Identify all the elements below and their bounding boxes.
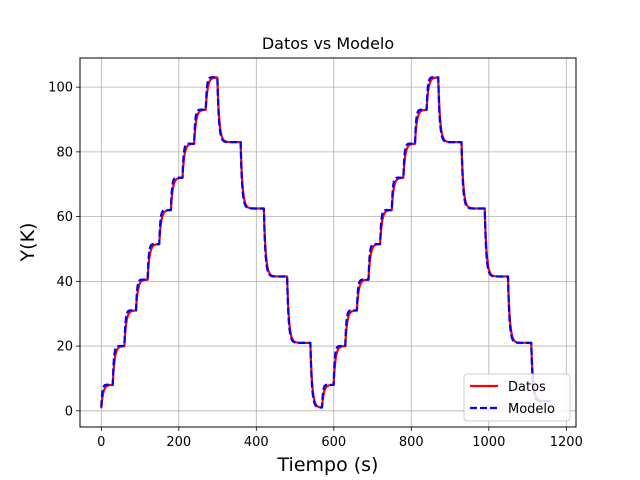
- series-line-modelo: [100, 76, 552, 409]
- legend-label-datos: Datos: [508, 380, 546, 395]
- x-tick-label: 1000: [472, 435, 505, 450]
- y-tick-label: 100: [48, 81, 73, 96]
- y-axis-label: Y(K): [17, 223, 39, 263]
- x-axis-label: Tiempo (s): [277, 454, 379, 476]
- y-tick-label: 20: [56, 340, 73, 355]
- chart-title: Datos vs Modelo: [262, 34, 394, 53]
- y-tick-label: 0: [65, 404, 73, 419]
- x-tick-label: 1200: [550, 435, 583, 450]
- y-tick-label: 80: [56, 145, 73, 160]
- grid: [80, 58, 576, 427]
- series-group: [100, 76, 552, 409]
- legend: Datos Modelo: [463, 373, 571, 422]
- series-line-datos: [100, 76, 552, 409]
- x-tick-label: 800: [399, 435, 424, 450]
- plot-frame: [79, 57, 577, 428]
- y-tick-label: 60: [56, 210, 73, 225]
- x-tick-label: 600: [321, 435, 346, 450]
- y-tick-label: 40: [56, 275, 73, 290]
- legend-label-modelo: Modelo: [508, 402, 555, 417]
- x-tick-label: 200: [166, 435, 191, 450]
- axis-ticks: 0 200 400 600 800 1000 1200 0 20 40 60 80 100: [48, 81, 583, 450]
- x-tick-label: 400: [244, 435, 269, 450]
- x-tick-label: 0: [97, 435, 105, 450]
